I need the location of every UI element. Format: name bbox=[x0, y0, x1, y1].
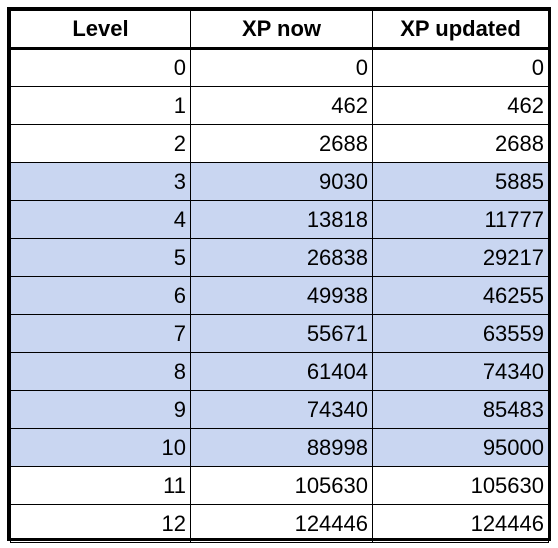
cell-level: 3 bbox=[10, 162, 191, 201]
table-row: 10 88998 95000 bbox=[10, 428, 549, 467]
cell-xp-updated: 2688 bbox=[372, 124, 549, 163]
header-level: Level bbox=[10, 10, 191, 50]
table-row: 9 74340 85483 bbox=[10, 390, 549, 429]
cell-level: 9 bbox=[10, 390, 191, 429]
cell-level: 5 bbox=[10, 238, 191, 277]
cell-xp-updated: 124446 bbox=[372, 504, 549, 543]
cell-level: 12 bbox=[10, 504, 191, 543]
cell-xp-now: 88998 bbox=[190, 428, 373, 467]
cell-xp-now: 124446 bbox=[190, 504, 373, 543]
table-row: 2 2688 2688 bbox=[10, 124, 549, 163]
table-row: 6 49938 46255 bbox=[10, 276, 549, 315]
cell-xp-updated: 74340 bbox=[372, 352, 549, 391]
cell-xp-now: 74340 bbox=[190, 390, 373, 429]
cell-level: 7 bbox=[10, 314, 191, 353]
cell-xp-now: 13818 bbox=[190, 200, 373, 239]
cell-xp-updated: 46255 bbox=[372, 276, 549, 315]
cell-level: 4 bbox=[10, 200, 191, 239]
cell-level: 1 bbox=[10, 86, 191, 125]
table-row: 1 462 462 bbox=[10, 86, 549, 125]
table-row: 3 9030 5885 bbox=[10, 162, 549, 201]
cell-xp-now: 61404 bbox=[190, 352, 373, 391]
cell-xp-updated: 462 bbox=[372, 86, 549, 125]
table-row: 12 124446 124446 bbox=[10, 504, 549, 543]
cell-xp-now: 26838 bbox=[190, 238, 373, 277]
cell-xp-now: 2688 bbox=[190, 124, 373, 163]
cell-xp-now: 0 bbox=[190, 48, 373, 87]
table-row: 7 55671 63559 bbox=[10, 314, 549, 353]
cell-level: 10 bbox=[10, 428, 191, 467]
table-row: 4 13818 11777 bbox=[10, 200, 549, 239]
cell-xp-updated: 85483 bbox=[372, 390, 549, 429]
header-xp-updated: XP updated bbox=[372, 10, 549, 50]
cell-level: 2 bbox=[10, 124, 191, 163]
cell-xp-now: 105630 bbox=[190, 466, 373, 505]
cell-level: 6 bbox=[10, 276, 191, 315]
table-row: 11 105630 105630 bbox=[10, 466, 549, 505]
cell-xp-updated: 63559 bbox=[372, 314, 549, 353]
xp-table: Level XP now XP updated 0 0 0 1 462 462 2 2688 2… bbox=[10, 10, 549, 543]
xp-table-container: Level XP now XP updated 0 0 0 1 462 462 2 2688 2… bbox=[7, 7, 551, 543]
cell-level: 8 bbox=[10, 352, 191, 391]
header-row: Level XP now XP updated bbox=[10, 10, 549, 50]
cell-xp-now: 55671 bbox=[190, 314, 373, 353]
cell-xp-now: 49938 bbox=[190, 276, 373, 315]
cell-xp-now: 462 bbox=[190, 86, 373, 125]
header-xp-now: XP now bbox=[190, 10, 373, 50]
cell-xp-updated: 95000 bbox=[372, 428, 549, 467]
table-row: 8 61404 74340 bbox=[10, 352, 549, 391]
cell-xp-updated: 0 bbox=[372, 48, 549, 87]
cell-xp-updated: 11777 bbox=[372, 200, 549, 239]
cell-level: 0 bbox=[10, 48, 191, 87]
table-row: 5 26838 29217 bbox=[10, 238, 549, 277]
cell-level: 11 bbox=[10, 466, 191, 505]
cell-xp-updated: 29217 bbox=[372, 238, 549, 277]
cell-xp-now: 9030 bbox=[190, 162, 373, 201]
cell-xp-updated: 5885 bbox=[372, 162, 549, 201]
cell-xp-updated: 105630 bbox=[372, 466, 549, 505]
